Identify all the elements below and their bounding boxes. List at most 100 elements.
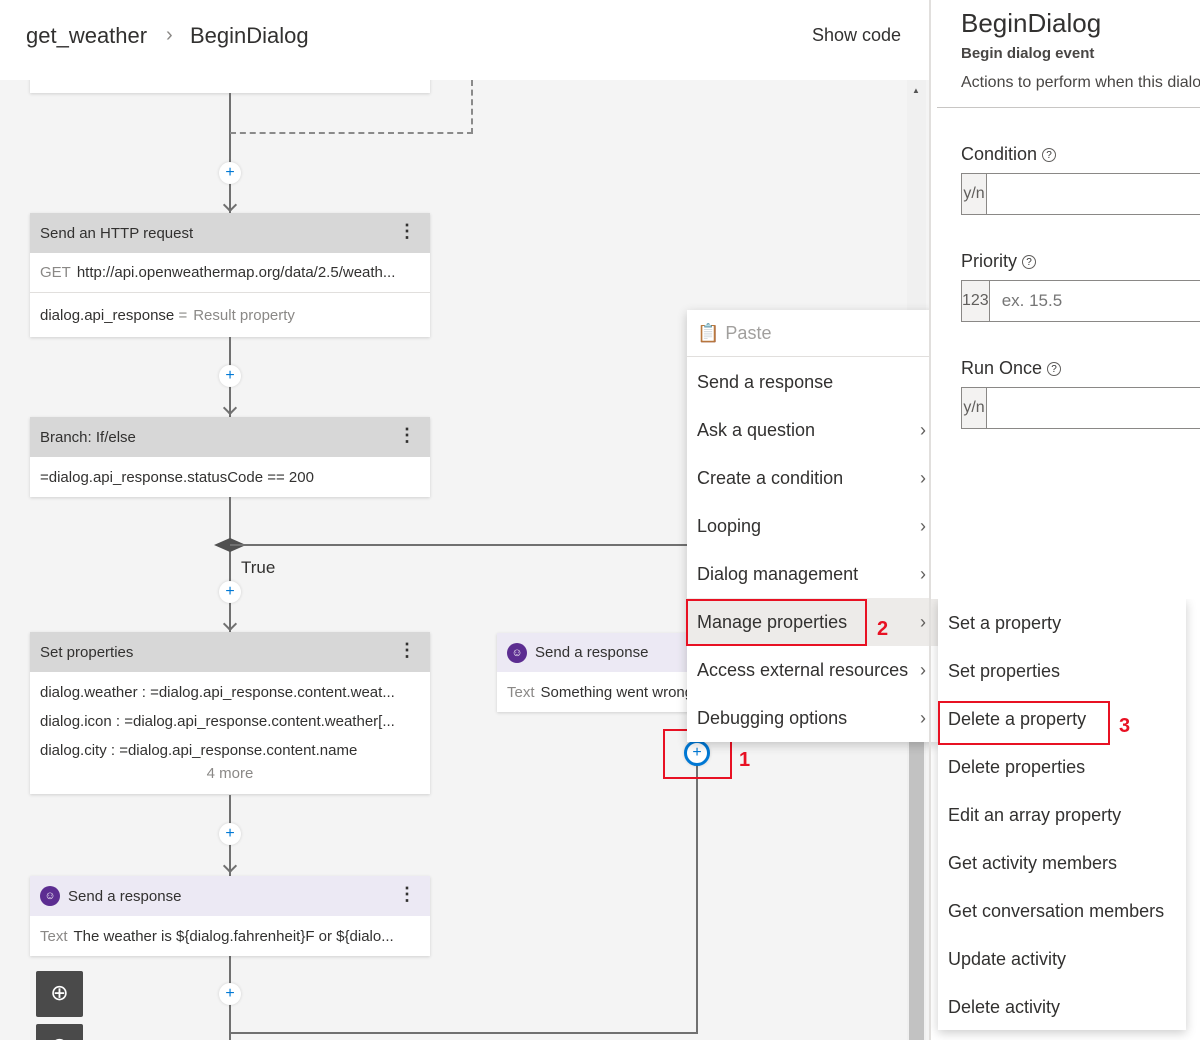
submenu-item-update-activity[interactable]: Update activity [948,948,1067,969]
submenu-item-edit-an-array-property[interactable]: Edit an array property [948,804,1122,825]
panel-header-divider [937,107,1200,108]
menu-item-access-external-resources[interactable]: Access external resources › [687,646,938,694]
url-text: http://api.openweathermap.org/data/2.5/w… [76,264,396,281]
add-action-button[interactable]: + [219,823,241,845]
scroll-up-icon[interactable]: ▲ [912,86,920,95]
condition-label: Condition? [961,144,1057,165]
more-link[interactable]: 4 more [206,765,254,782]
submenu-item-set-a-property[interactable]: Set a property [948,612,1062,633]
menu-item-ask-a-question[interactable]: Ask a question › [687,406,938,454]
response-text: The weather is ${dialog.fahrenheit}F or … [73,927,394,945]
priority-input[interactable] [989,281,1200,321]
annotation-box-2 [686,599,867,646]
submenu-item-delete-a-property[interactable]: Delete a property [948,708,1087,729]
submenu-item-set-properties[interactable]: Set properties [948,660,1061,681]
http-request-card[interactable]: Send an HTTP request ⋮ GET http://api.open… [30,213,430,337]
zoom-in-button[interactable]: ⊕ [36,971,83,1017]
manage-properties-submenu: Set a property Set properties Delete a pro… [938,599,1186,1030]
add-action-button[interactable]: + [219,365,241,387]
help-icon[interactable]: ? [1022,255,1037,269]
annotation-box-3 [938,701,1110,745]
run-once-field[interactable]: y/n [961,387,1200,429]
breadcrumb-separator: › [166,24,173,46]
header: get_weather › BeginDialog Show code [0,0,929,80]
connector [230,1032,698,1034]
menu-item-looping[interactable]: Looping › [687,502,938,550]
annotation-number: 1 [739,749,751,771]
panel-title: BeginDialog [961,8,1102,38]
panel-description: Actions to perform when this dialog begi… [961,74,1200,91]
menu-item-debugging-options[interactable]: Debugging options › [687,694,938,742]
menu-item-send-a-response[interactable]: Send a response [687,358,938,406]
condition-field[interactable]: y/n [961,173,1200,215]
submenu-item-get-activity-members[interactable]: Get activity members [948,852,1118,873]
menu-item-label: Access external resources [697,659,909,680]
method-label: GET [40,264,71,281]
submenu-item-delete-activity[interactable]: Delete activity [948,996,1061,1017]
result-label: Result property [193,306,295,324]
connector [230,544,690,546]
card-title: Send an HTTP request [40,224,194,242]
more-options-icon[interactable]: ⋮ [398,884,416,904]
panel-divider [929,0,931,1040]
zoom-out-button[interactable]: ⊖ [36,1024,83,1040]
chevron-right-icon: › [920,611,926,632]
arrow-down-icon [222,858,238,874]
menu-item-label: Paste [725,322,772,343]
priority-field[interactable]: 123 [961,280,1200,322]
annotation-number: 3 [1119,715,1131,737]
branch-card[interactable]: Branch: If/else ⋮ =dialog.api_response.st… [30,417,430,497]
help-icon[interactable]: ? [1047,362,1062,376]
submenu-item-get-conversation-members[interactable]: Get conversation members [948,900,1165,921]
text-label: Text [40,927,68,945]
card-title: Branch: If/else [40,428,136,446]
menu-item-manage-properties[interactable]: Manage properties › [687,598,938,646]
property-row: dialog.city : =dialog.api_response.conte… [40,742,358,759]
arrow-down-icon [222,197,238,213]
breadcrumb-dialog[interactable]: get_weather [26,23,148,48]
dashed-connector [471,80,473,134]
add-action-button[interactable]: + [219,983,241,1005]
submenu-item-delete-properties[interactable]: Delete properties [948,756,1086,777]
chevron-right-icon: › [920,707,926,728]
menu-item-dialog-management[interactable]: Dialog management › [687,550,938,598]
chevron-right-icon: › [920,419,926,440]
run-once-input[interactable] [987,388,1200,428]
condition-input[interactable] [987,174,1200,214]
connector [229,497,231,632]
more-options-icon[interactable]: ⋮ [398,221,416,241]
add-action-button[interactable]: + [219,581,241,603]
arrow-down-icon [222,616,238,632]
menu-item-paste[interactable]: 📋 Paste [687,310,938,357]
result-variable: dialog.api_response [40,306,175,324]
connector [229,93,231,213]
menu-item-create-a-condition[interactable]: Create a condition › [687,454,938,502]
chevron-right-icon: › [920,467,926,488]
property-row: dialog.weather : =dialog.api_response.co… [40,684,395,701]
menu-item-label: Manage properties [697,611,848,632]
panel-subtitle: Begin dialog event [961,45,1095,62]
add-action-button[interactable]: + [219,162,241,184]
help-icon[interactable]: ? [1042,148,1057,162]
send-response-card[interactable]: ☺ Send a response ⋮ Text The weather is ${d… [30,876,430,956]
run-once-label: Run Once? [961,358,1062,379]
priority-label: Priority? [961,251,1037,272]
show-code-button[interactable]: Show code [812,25,902,45]
zoom-in-icon: ⊕ [50,980,69,1005]
card-header: Send an HTTP request ⋮ [30,213,430,253]
menu-item-label: Debugging options [697,707,848,728]
chevron-right-icon: › [920,563,926,584]
type-prefix: y/n [962,388,987,428]
add-action-menu: 📋 Paste Send a response Ask a question › Cre… [687,310,938,742]
response-text: Something went wrong [540,683,694,701]
type-prefix: y/n [962,174,987,214]
card-title: Send a response [535,644,649,661]
more-options-icon[interactable]: ⋮ [398,640,416,660]
more-options-icon[interactable]: ⋮ [398,425,416,445]
previous-action-card[interactable] [30,80,430,93]
breadcrumb-trigger[interactable]: BeginDialog [190,23,309,48]
arrow-down-icon [222,400,238,416]
annotation-number: 2 [877,618,889,640]
zoom-out-icon: ⊖ [50,1033,68,1040]
set-properties-card[interactable]: Set properties ⋮ dialog.weather : =dialog… [30,632,430,794]
